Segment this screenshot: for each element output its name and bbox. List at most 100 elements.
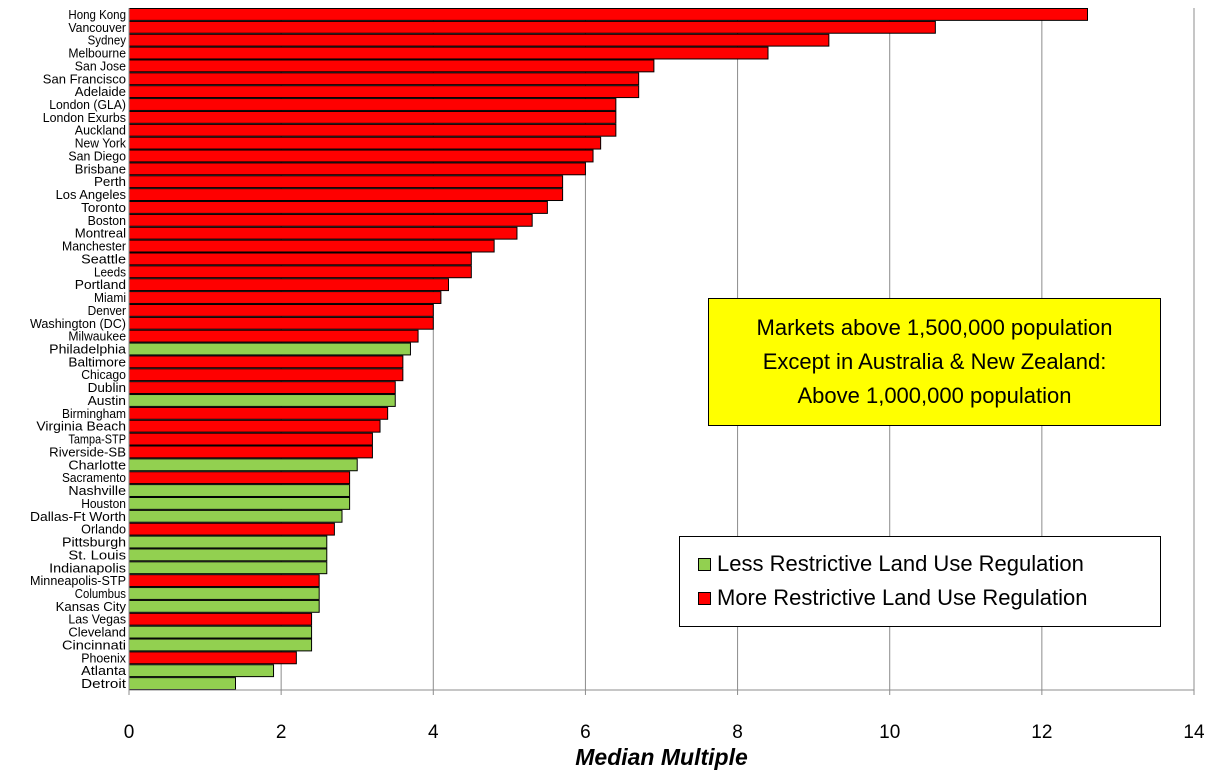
bar (128, 394, 396, 407)
bar (128, 445, 373, 459)
category-label: San Francisco (43, 72, 126, 86)
category-label: Tampa-STP (68, 433, 126, 447)
bar (128, 85, 640, 99)
category-label: Auckland (75, 124, 126, 138)
bar (128, 213, 533, 227)
population-note-line-3: Above 1,000,000 population (797, 383, 1072, 408)
x-axis-title: Median Multiple (575, 744, 748, 770)
bar (128, 278, 449, 292)
x-tick-label: 0 (124, 722, 135, 743)
category-label: Nashville (68, 484, 126, 498)
bar (128, 561, 328, 575)
category-label: Detroit (81, 677, 126, 691)
bar (128, 123, 617, 137)
category-label: Baltimore (68, 355, 126, 369)
category-label: Adelaide (75, 85, 126, 99)
bar (128, 574, 320, 588)
category-label: Pittsburgh (62, 536, 126, 550)
bar (128, 8, 1088, 21)
bar (128, 612, 313, 626)
category-label: Leeds (94, 265, 126, 279)
population-note-line-1: Markets above 1,500,000 population (756, 315, 1113, 340)
legend-item-less: Less Restrictive Land Use Regulation (698, 547, 1160, 581)
category-label: Austin (88, 394, 126, 408)
bar (128, 471, 351, 485)
category-label: San Jose (75, 59, 126, 73)
x-tick-label: 2 (276, 722, 287, 743)
bar (128, 98, 617, 111)
bar (128, 110, 617, 124)
category-label: Dublin (88, 381, 126, 395)
bar (128, 548, 328, 562)
category-label: San Diego (68, 149, 126, 163)
x-tick-label: 4 (428, 722, 439, 743)
bar (128, 522, 335, 536)
category-label: Melbourne (68, 47, 126, 61)
category-label: Cincinnati (62, 638, 126, 652)
bar (128, 651, 297, 665)
category-label: Birmingham (62, 407, 126, 421)
category-label: Las Vegas (68, 613, 126, 627)
bar (128, 316, 434, 330)
bar (128, 136, 602, 150)
bar (128, 188, 564, 202)
bar (128, 59, 655, 73)
category-label: Sacramento (62, 471, 126, 485)
category-label: New York (75, 137, 127, 151)
bar (128, 496, 351, 510)
category-label: London Exurbs (43, 111, 126, 125)
category-label: Cleveland (68, 626, 126, 640)
category-label: Dallas-Ft Worth (30, 510, 126, 524)
category-label: Houston (81, 497, 126, 511)
category-label: Washington (DC) (30, 317, 126, 331)
bar (128, 458, 358, 472)
bar (128, 226, 518, 240)
category-label: Sydney (88, 34, 127, 48)
bar (128, 625, 313, 639)
bar (128, 484, 351, 497)
legend: Less Restrictive Land Use Regulation Mor… (679, 536, 1161, 627)
bar (128, 677, 236, 691)
bar (128, 599, 320, 613)
bar (128, 149, 594, 163)
bar (128, 509, 343, 523)
legend-item-more: More Restrictive Land Use Regulation (698, 581, 1160, 615)
category-label: Seattle (81, 252, 126, 266)
category-label: Vancouver (68, 21, 126, 35)
bar (128, 587, 320, 600)
bar (128, 406, 389, 420)
bar (128, 291, 442, 304)
category-label: London (GLA) (49, 98, 126, 112)
category-label: Brisbane (75, 162, 126, 176)
bar (128, 342, 411, 356)
bar (128, 265, 472, 279)
bar (128, 419, 381, 433)
bar (128, 664, 275, 678)
bar (128, 46, 769, 60)
category-label: St. Louis (68, 548, 126, 562)
bar (128, 535, 328, 549)
category-label: Miami (94, 291, 126, 305)
bar (128, 638, 313, 652)
category-label: Manchester (62, 240, 126, 254)
category-label: Boston (88, 214, 126, 228)
category-label: Perth (94, 175, 126, 189)
category-label: Phoenix (81, 651, 127, 665)
category-label: Riverside-SB (49, 445, 126, 459)
bar (128, 175, 564, 189)
bar (128, 72, 640, 86)
category-label: Indianapolis (49, 561, 126, 575)
category-label: Kansas City (56, 600, 127, 614)
x-tick-label: 12 (1031, 722, 1052, 743)
category-label: Atlanta (81, 664, 126, 678)
category-label: Los Angeles (56, 188, 126, 202)
bar (128, 381, 396, 395)
bar (128, 355, 404, 369)
legend-label-more: More Restrictive Land Use Regulation (717, 585, 1088, 610)
category-label: Denver (88, 304, 126, 318)
population-note-line-2: Except in Australia & New Zealand: (762, 349, 1107, 374)
category-label: Milwaukee (68, 330, 126, 344)
bar (128, 20, 936, 34)
